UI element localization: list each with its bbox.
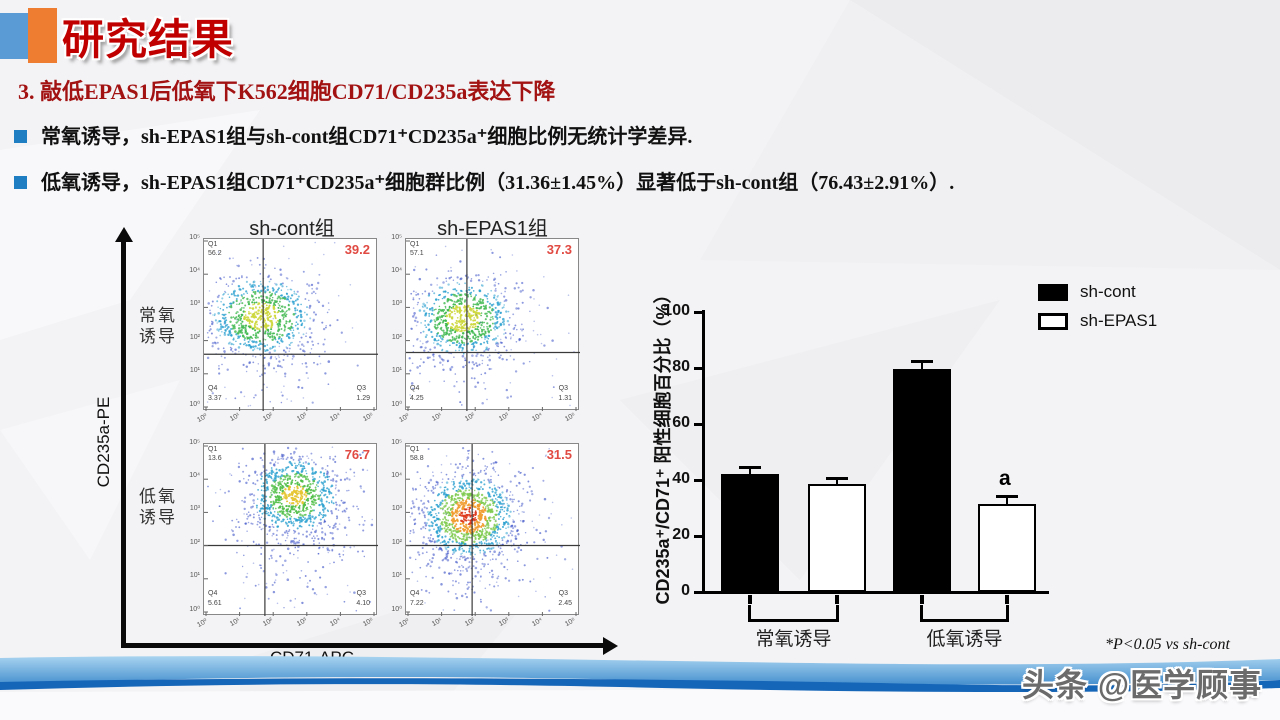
error-bar-line xyxy=(920,361,924,373)
significance-annotation: a xyxy=(999,466,1011,490)
flow-column-title-sh-epas1: sh-EPAS1组 xyxy=(437,218,548,240)
bar-sh-EPAS1-低氧诱导 xyxy=(978,503,1036,592)
category-label: 常氧诱导 xyxy=(755,629,832,650)
bar-sh-EPAS1-常氧诱导 xyxy=(808,484,866,592)
bar-group-tick xyxy=(1005,595,1009,604)
footnote: *P<0.05 vs sh-cont xyxy=(1105,636,1230,653)
error-bar-cap xyxy=(739,465,761,469)
bar-sh-cont-低氧诱导 xyxy=(893,369,951,592)
bar-chart-y-tick xyxy=(694,591,702,594)
category-label: 低氧诱导 xyxy=(926,629,1003,650)
header-accent-orange xyxy=(28,8,57,63)
bar-chart-y-axis xyxy=(702,310,705,594)
bar-chart-y-tick xyxy=(694,367,702,370)
error-bar-cap xyxy=(996,495,1018,499)
watermark: 头条 @医学顾事 xyxy=(1022,667,1263,703)
flow-x-axis-line xyxy=(121,643,603,648)
flow-y-axis-line xyxy=(121,240,126,648)
bullet-item: 低氧诱导，sh-EPAS1组CD71⁺CD235a⁺细胞群比例（31.36±1.… xyxy=(14,171,1264,195)
legend-label: sh-EPAS1 xyxy=(1080,311,1158,330)
error-bar-cap xyxy=(826,477,848,481)
row-label-line: 常氧 xyxy=(139,306,177,325)
flow-row-label-hypoxia: 低氧 诱导 xyxy=(132,486,184,528)
bar-chart-y-tick-label: 60 xyxy=(672,414,690,431)
bar-sh-cont-常氧诱导 xyxy=(721,474,779,592)
row-label-line: 低氧 xyxy=(139,487,177,506)
legend-swatch-black xyxy=(1038,283,1068,301)
bar-group-tick xyxy=(748,595,752,604)
error-bar-line xyxy=(1005,496,1009,507)
bar-chart-y-tick-label: 100 xyxy=(663,302,690,319)
legend: sh-cont sh-EPAS1 xyxy=(1038,282,1157,340)
error-bar-line xyxy=(835,478,839,488)
error-bar-cap xyxy=(911,359,933,363)
bottom-decoration-band xyxy=(0,656,1280,720)
bullet-marker xyxy=(14,130,27,143)
bullet-text: 低氧诱导，sh-EPAS1组CD71⁺CD235a⁺细胞群比例（31.36±1.… xyxy=(41,172,955,194)
bullet-text: 常氧诱导，sh-EPAS1组与sh-cont组CD71⁺CD235a⁺细胞比例无… xyxy=(41,126,693,148)
legend-swatch-white xyxy=(1038,312,1068,330)
legend-item-sh-epas1: sh-EPAS1 xyxy=(1038,311,1157,331)
error-bar-line xyxy=(748,467,752,478)
bar-chart-y-tick xyxy=(694,423,702,426)
flow-row-label-normoxia: 常氧 诱导 xyxy=(132,305,184,347)
bar-chart-y-axis-label: CD235a⁺/CD71⁺ 阳性细胞百分比（%） xyxy=(653,285,673,605)
bar-chart-x-axis xyxy=(702,591,1049,594)
bullet-marker xyxy=(14,176,27,189)
bullet-item: 常氧诱导，sh-EPAS1组与sh-cont组CD71⁺CD235a⁺细胞比例无… xyxy=(14,125,1264,149)
page-title: 研究结果 xyxy=(62,16,235,63)
bar-group-bracket xyxy=(920,605,1009,622)
bar-chart-y-tick-label: 0 xyxy=(681,582,690,599)
bar-chart-y-tick-label: 20 xyxy=(672,526,690,543)
row-label-line: 诱导 xyxy=(139,327,177,346)
bar-group-bracket xyxy=(748,605,839,622)
section-subtitle: 3. 敲低EPAS1后低氧下K562细胞CD71/CD235a表达下降 xyxy=(18,79,556,104)
legend-item-sh-cont: sh-cont xyxy=(1038,282,1157,302)
flow-y-axis-arrowhead xyxy=(115,227,133,242)
bar-chart-y-tick-label: 40 xyxy=(672,470,690,487)
flow-x-axis-arrowhead xyxy=(603,637,618,655)
row-label-line: 诱导 xyxy=(139,508,177,527)
bar-chart-y-tick-label: 80 xyxy=(672,358,690,375)
bar-chart-y-tick xyxy=(694,535,702,538)
bar-group-tick xyxy=(835,595,839,604)
legend-label: sh-cont xyxy=(1080,282,1136,301)
bar-chart-y-tick xyxy=(694,479,702,482)
flow-column-title-sh-cont: sh-cont组 xyxy=(249,218,335,240)
bar-group-tick xyxy=(920,595,924,604)
bar-chart-y-tick xyxy=(694,311,702,314)
header-accent-blue xyxy=(0,13,28,59)
